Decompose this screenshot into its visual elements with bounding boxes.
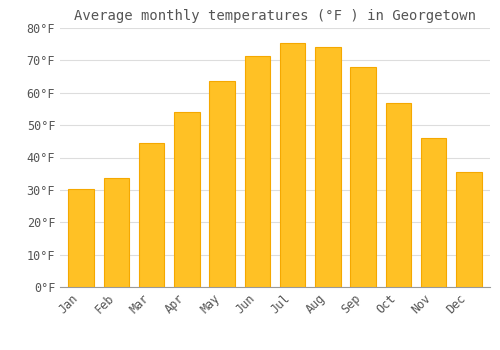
Bar: [386, 104, 411, 287]
Bar: [104, 178, 129, 287]
Bar: [68, 189, 94, 287]
Title: Average monthly temperatures (°F ) in Georgetown: Average monthly temperatures (°F ) in Ge…: [74, 9, 476, 23]
Bar: [350, 67, 376, 287]
Bar: [139, 143, 164, 287]
Bar: [244, 56, 270, 287]
Bar: [456, 172, 481, 287]
Bar: [210, 82, 235, 287]
Bar: [421, 138, 446, 287]
Bar: [315, 47, 340, 287]
Bar: [280, 43, 305, 287]
Bar: [174, 112, 200, 287]
